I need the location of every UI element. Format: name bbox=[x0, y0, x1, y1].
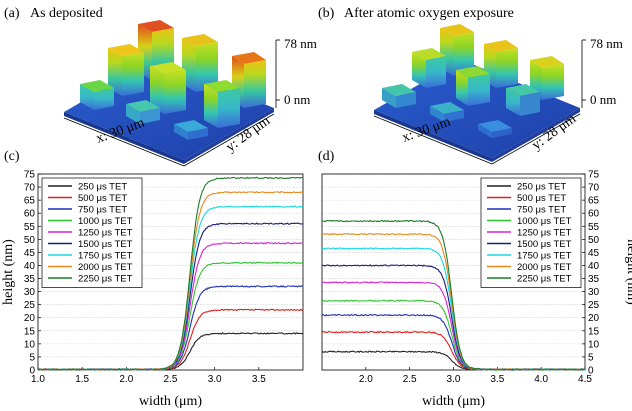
z-max-label-b: 78 nm bbox=[590, 36, 623, 51]
legend-entry: 250 μs TET bbox=[517, 182, 566, 193]
y-tick-label: 5 bbox=[29, 352, 35, 363]
series-line bbox=[37, 285, 304, 371]
y-tick-label: 70 bbox=[24, 183, 36, 194]
legend-entry: 2000 μs TET bbox=[517, 262, 572, 273]
x-tick-label: 3.5 bbox=[490, 374, 504, 385]
y-tick-label: 75 bbox=[588, 170, 600, 181]
legend-entry: 500 μs TET bbox=[517, 193, 566, 204]
chart-d: (d) 0 5 10 15 20 25 30 35 40 45 50 55 60 65 70 75 2.0 2.5 3… bbox=[318, 149, 632, 409]
legend-entry: 750 μs TET bbox=[78, 205, 127, 216]
x-tick-label: 4.0 bbox=[534, 374, 548, 385]
series-line bbox=[321, 247, 585, 371]
y-tick-label: 55 bbox=[588, 222, 600, 233]
x-tick-label: 3.0 bbox=[447, 374, 461, 385]
series-line bbox=[38, 176, 304, 371]
legend-entry: 1250 μs TET bbox=[78, 228, 133, 239]
x-tick-label: 2.5 bbox=[403, 374, 417, 385]
y-tick-label: 0 bbox=[29, 366, 35, 377]
panel-b-label: (b) bbox=[318, 6, 335, 21]
panel-b-title: After atomic oxygen exposure bbox=[344, 6, 514, 21]
y-tick-label: 25 bbox=[24, 300, 36, 311]
x-tick-label: 3.5 bbox=[252, 374, 266, 385]
y-tick-label: 25 bbox=[588, 300, 600, 311]
y-tick-label: 60 bbox=[24, 209, 36, 220]
y-tick-label: 60 bbox=[588, 209, 600, 220]
z-min-label-b: 0 nm bbox=[590, 92, 616, 107]
panel-a-title: As deposited bbox=[30, 6, 103, 21]
y-tick-label: 65 bbox=[24, 196, 36, 207]
y-tick-label: 5 bbox=[588, 352, 594, 363]
y-tick-label: 50 bbox=[24, 235, 36, 246]
x-tick-label: 2.0 bbox=[359, 374, 373, 385]
y-tick-label: 30 bbox=[24, 287, 36, 298]
y-axis-title: height (nm) bbox=[624, 239, 632, 305]
legend-entry: 1000 μs TET bbox=[78, 216, 133, 227]
y-tick-label: 30 bbox=[588, 287, 600, 298]
legend-entry: 1750 μs TET bbox=[78, 251, 133, 262]
series-line bbox=[37, 308, 304, 371]
y-tick-label: 75 bbox=[24, 170, 36, 181]
y-tick-label: 15 bbox=[24, 326, 36, 337]
legend-entry: 1750 μs TET bbox=[517, 251, 572, 262]
legend-entry: 1500 μs TET bbox=[78, 239, 133, 250]
panel-a-label: (a) bbox=[4, 6, 20, 21]
z-min-label-a: 0 nm bbox=[284, 92, 310, 107]
y-axis-title: height (nm) bbox=[1, 239, 16, 305]
y-tick-label: 10 bbox=[588, 339, 600, 350]
x-tick-label: 3.0 bbox=[208, 374, 222, 385]
chart-d-panel-label: (d) bbox=[318, 149, 335, 164]
panel-b: (b) After atomic oxygen exposure bbox=[318, 6, 623, 165]
legend-entry: 500 μs TET bbox=[78, 193, 127, 204]
y-tick-label: 15 bbox=[588, 326, 600, 337]
chart-c-panel-label: (c) bbox=[4, 149, 20, 164]
chart-c: (c) 0 5 10 15 20 25 30 35 40 45 50 55 60 65 70 75 1.0 1.5 2… bbox=[1, 149, 304, 409]
y-tick-label: 20 bbox=[24, 313, 36, 324]
legend-entry: 1250 μs TET bbox=[517, 228, 572, 239]
y-tick-label: 10 bbox=[24, 339, 36, 350]
y-tick-label: 35 bbox=[24, 274, 36, 285]
legend-entry: 250 μs TET bbox=[78, 182, 127, 193]
series-line bbox=[321, 219, 586, 371]
y-tick-label: 55 bbox=[24, 222, 36, 233]
legend-entry: 750 μs TET bbox=[517, 205, 566, 216]
x-axis-title: width (μm) bbox=[139, 394, 202, 409]
x-tick-label: 2.5 bbox=[164, 374, 178, 385]
y-tick-label: 0 bbox=[588, 366, 594, 377]
y-tick-label: 45 bbox=[24, 248, 36, 259]
x-tick-label: 2.0 bbox=[119, 374, 133, 385]
y-tick-label: 45 bbox=[588, 248, 600, 259]
y-tick-label: 70 bbox=[588, 183, 600, 194]
legend-entry: 2000 μs TET bbox=[78, 262, 133, 273]
panel-a: (a) As deposited bbox=[4, 6, 317, 167]
y-tick-label: 35 bbox=[588, 274, 600, 285]
series-line bbox=[37, 332, 304, 371]
y-tick-label: 65 bbox=[588, 196, 600, 207]
y-tick-label: 20 bbox=[588, 313, 600, 324]
pillars-a bbox=[80, 20, 266, 140]
legend-entry: 2250 μs TET bbox=[517, 274, 572, 285]
y-tick-label: 40 bbox=[588, 261, 600, 272]
legend-entry: 1500 μs TET bbox=[517, 239, 572, 250]
y-tick-label: 40 bbox=[24, 261, 36, 272]
x-tick-label: 1.5 bbox=[75, 374, 89, 385]
x-tick-label: 1.0 bbox=[31, 374, 45, 385]
x-tick-label: 4.5 bbox=[578, 374, 592, 385]
pillars-b bbox=[382, 24, 564, 138]
y-tick-label: 50 bbox=[588, 235, 600, 246]
legend-entry: 1000 μs TET bbox=[517, 216, 572, 227]
legend-entry: 2250 μs TET bbox=[78, 274, 133, 285]
x-axis-title: width (μm) bbox=[422, 394, 485, 409]
z-max-label-a: 78 nm bbox=[284, 36, 317, 51]
